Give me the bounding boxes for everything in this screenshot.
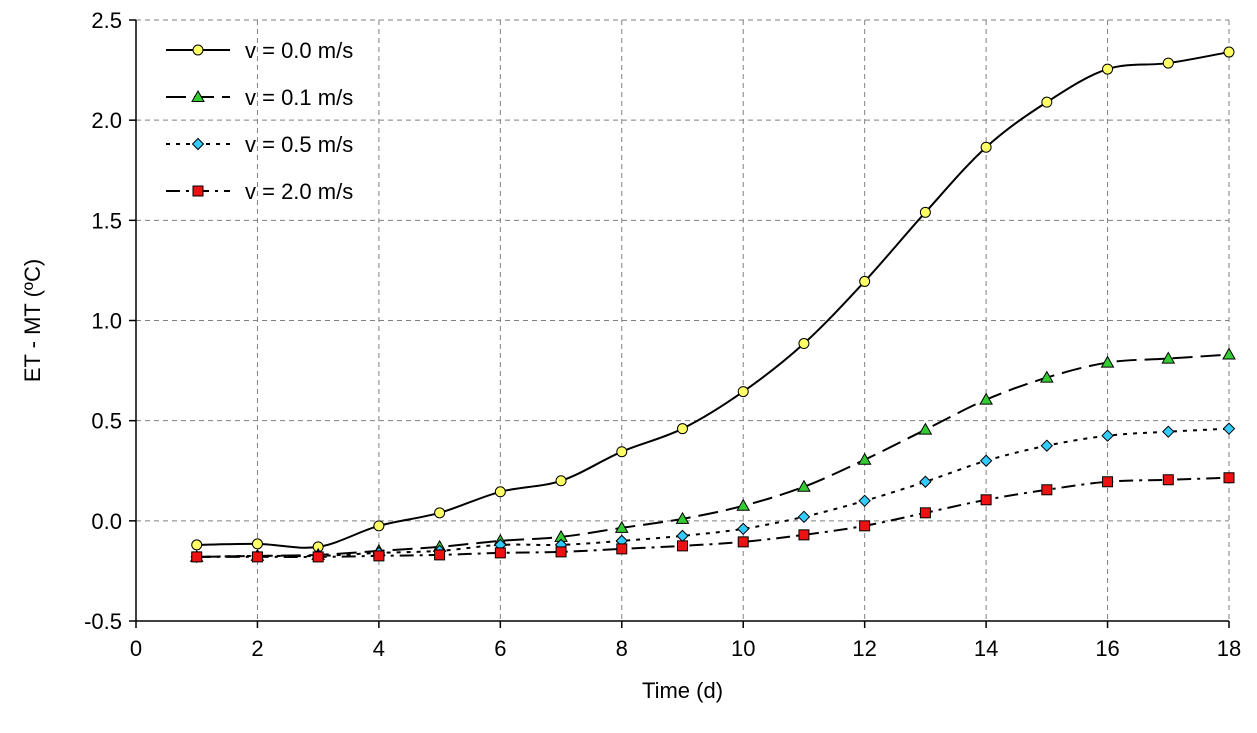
data-point-0: [798, 338, 810, 350]
x-tick-label: 2: [251, 636, 263, 661]
data-point-3: [494, 547, 506, 559]
data-point-0: [737, 386, 749, 398]
data-point-3: [1223, 472, 1235, 484]
data-point-3: [1162, 474, 1174, 486]
x-tick-label: 12: [852, 636, 876, 661]
data-point-2: [858, 494, 871, 508]
grid-lines: [136, 19, 1230, 621]
data-point-0: [434, 507, 446, 519]
x-tick-label: 18: [1217, 636, 1241, 661]
series-line-2: [196, 427, 1230, 558]
data-point-0: [1162, 57, 1174, 69]
x-tick-label: 0: [130, 636, 142, 661]
data-point-1: [736, 498, 751, 511]
legend-label-1: v = 0.1 m/s: [245, 85, 353, 110]
y-tick-label: 1.0: [91, 309, 122, 334]
data-point-3: [737, 536, 749, 548]
legend-label-3: v = 2.0 m/s: [245, 179, 353, 204]
data-point-2: [797, 510, 811, 524]
data-point-3: [1041, 484, 1053, 496]
data-point-0: [1223, 46, 1235, 58]
x-axis-title: Time (d): [642, 678, 723, 703]
data-point-0: [494, 486, 506, 498]
data-point-0: [859, 275, 871, 287]
y-tick-label: 1.5: [91, 208, 122, 233]
x-tick-label: 4: [373, 636, 385, 661]
data-point-3: [434, 549, 446, 561]
data-point-0: [677, 423, 688, 435]
data-point-2: [1162, 425, 1175, 438]
data-point-1: [614, 520, 629, 533]
x-tick-label: 10: [731, 636, 755, 661]
data-point-3: [1102, 476, 1114, 488]
data-point-3: [555, 546, 567, 558]
y-tick-label: 2.0: [91, 108, 122, 133]
data-point-3: [859, 520, 871, 532]
data-point-2: [979, 454, 993, 467]
legend-label-2: v = 0.5 m/s: [245, 132, 353, 157]
data-point-1: [1161, 351, 1176, 364]
data-point-1: [857, 452, 872, 465]
x-tick-label: 16: [1095, 636, 1119, 661]
series-lines: [196, 51, 1230, 558]
data-point-2: [737, 522, 750, 536]
data-point-2: [676, 529, 689, 543]
y-axis-title: ET - MT (ºC): [20, 259, 45, 382]
series-line-1: [196, 353, 1230, 558]
data-point-3: [312, 551, 324, 563]
data-point-1: [675, 511, 690, 524]
series-line-0: [196, 51, 1230, 549]
data-point-0: [373, 520, 385, 532]
tick-labels: 0 2 4 6 8 10 12 14 16 18 -0.5 0.0 0.5 1.0 1.5 2.0 2.5: [84, 8, 1241, 661]
x-tick-label: 6: [494, 636, 506, 661]
y-tick-label: -0.5: [84, 609, 122, 634]
data-point-2: [1040, 439, 1054, 452]
data-point-1: [1100, 355, 1115, 368]
data-point-3: [191, 551, 203, 563]
x-tick-label: 8: [616, 636, 628, 661]
data-point-3: [798, 529, 810, 541]
legend-label-0: v = 0.0 m/s: [245, 38, 353, 63]
data-point-1: [918, 422, 933, 435]
legend: v = 0.0 m/s v = 0.1 m/s v = 0.5 m/s v = 2.0…: [166, 38, 353, 204]
data-point-3: [616, 543, 628, 555]
legend-marker-2: [191, 137, 205, 151]
data-point-0: [191, 539, 203, 551]
data-point-0: [980, 141, 992, 153]
y-tick-label: 0.0: [91, 509, 122, 534]
data-point-2: [919, 475, 932, 488]
data-point-1: [1222, 347, 1236, 360]
legend-marker-0: [192, 44, 204, 56]
legend-marker-3: [192, 185, 204, 197]
data-point-2: [1101, 429, 1114, 442]
data-point-3: [919, 507, 931, 519]
data-point-0: [616, 446, 628, 458]
data-point-3: [677, 540, 688, 552]
y-tick-label: 2.5: [91, 8, 122, 33]
data-point-3: [373, 550, 385, 562]
data-point-0: [1102, 63, 1114, 75]
data-point-1: [797, 479, 811, 492]
x-tick-label: 14: [974, 636, 998, 661]
data-point-1: [1039, 370, 1054, 383]
data-point-0: [919, 206, 931, 218]
series-line-3: [196, 476, 1230, 558]
series-markers: [189, 46, 1236, 564]
data-point-3: [980, 494, 992, 506]
legend-marker-1: [191, 89, 205, 102]
y-tick-label: 0.5: [91, 409, 122, 434]
data-point-1: [979, 392, 993, 405]
data-point-2: [1222, 422, 1236, 435]
data-point-0: [555, 475, 567, 487]
data-point-0: [251, 538, 263, 550]
data-point-3: [251, 551, 263, 563]
data-point-0: [1041, 96, 1053, 108]
